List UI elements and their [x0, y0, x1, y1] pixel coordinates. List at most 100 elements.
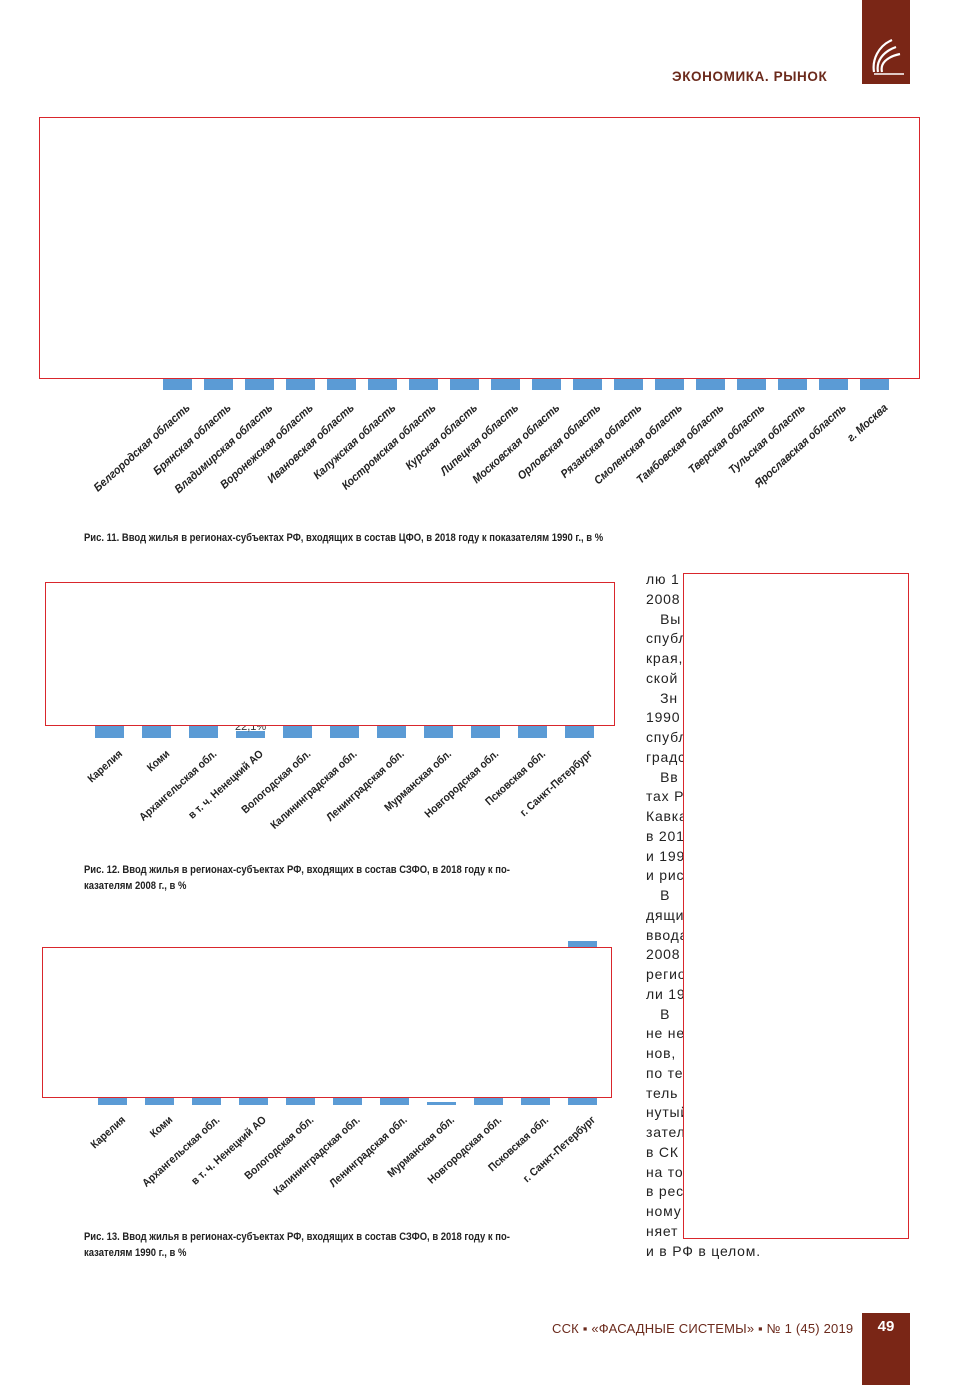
body-text-line: лю 1: [646, 571, 680, 587]
chart-bar: [819, 379, 848, 390]
body-text-line: тель: [646, 1084, 679, 1101]
chart-bar: [145, 1097, 174, 1105]
body-text-line: В: [646, 1005, 671, 1022]
chart-bar: [518, 726, 547, 738]
chart-bar: [163, 379, 192, 390]
axis-tick-label: Липецкая область: [438, 402, 522, 479]
chart-bar: [286, 1097, 315, 1105]
body-text-line: в рес: [646, 1183, 684, 1200]
footer-brand-block: [862, 1313, 910, 1385]
body-text-line: не не: [646, 1025, 685, 1042]
header-brand-block: [862, 0, 910, 84]
figure-12-caption: Рис. 12. Ввод жилья в регионах-субъектах…: [84, 864, 510, 892]
redacted-region: [39, 117, 920, 379]
chart-bar: [236, 731, 265, 738]
redacted-region: [683, 573, 909, 1239]
chart-bar: [474, 1097, 503, 1105]
chart-bar: [427, 1102, 456, 1105]
body-text-line: и рис: [646, 867, 685, 884]
chart-bar: [327, 379, 356, 390]
chart-bar: [330, 726, 359, 738]
chart-bar: [380, 1097, 409, 1105]
body-text-line: спубл: [646, 630, 688, 647]
body-text-line: в 201: [646, 827, 685, 844]
chart-bar: [573, 379, 602, 390]
axis-tick-label: г. Москва: [844, 402, 891, 445]
axis-tick-label: Коми: [147, 1114, 176, 1141]
chart-bar: [696, 379, 725, 390]
axis-tick-label: Карелия: [85, 748, 126, 786]
body-text-line: по те: [646, 1064, 684, 1081]
body-text-line: нутый: [646, 1104, 690, 1121]
chart-bar: [565, 726, 594, 738]
chart-bar: [377, 726, 406, 738]
body-text-line: тах Р: [646, 788, 685, 805]
chart-bar: [189, 726, 218, 738]
chart-bar: [204, 379, 233, 390]
figure-11-caption: Рис. 11. Ввод жилья в регионах-субъектах…: [84, 532, 604, 544]
chart-bar: [368, 379, 397, 390]
body-text-line: края,: [646, 650, 684, 666]
chart-bar: [333, 1097, 362, 1105]
body-text-line: ввода: [646, 926, 689, 943]
axis-tick-label: Курская область: [403, 402, 481, 473]
chart-bar: [98, 1097, 127, 1105]
stylized-leaf-logo-icon: [872, 38, 904, 75]
body-text-line: 2008: [646, 946, 681, 963]
chart-bar: [532, 379, 561, 390]
body-text-line: и 199: [646, 847, 686, 864]
footer-journal: ССК ▪ «ФАСАДНЫЕ СИСТЕМЫ» ▪ № 1 (45) 2019: [552, 1321, 854, 1336]
body-text-line: ному: [646, 1203, 682, 1219]
chart-bar: [655, 379, 684, 390]
axis-tick-label: Архангельская обл.: [139, 1114, 223, 1190]
chart-bar: [424, 726, 453, 738]
body-text-line: Кавка: [646, 808, 688, 824]
axis-tick-label: Брянская область: [151, 402, 235, 478]
figure-13-caption: Рис. 13. Ввод жилья в регионах-субъектах…: [84, 1231, 510, 1259]
axis-tick-label: Тверская область: [686, 402, 768, 477]
body-text-line: зател: [646, 1124, 686, 1140]
body-text-line: 1990: [646, 709, 681, 726]
chart-bar: [737, 379, 766, 390]
body-text-line: на то: [646, 1163, 684, 1180]
chart-bar: [614, 379, 643, 390]
body-text-line: В: [646, 887, 671, 903]
body-text-line: дящи: [646, 906, 685, 923]
chart-bar: [491, 379, 520, 390]
body-text-line: 2008: [646, 590, 681, 607]
chart-bar: [286, 379, 315, 390]
chart-bar: [192, 1097, 221, 1105]
chart-bar: [409, 379, 438, 390]
section-title: ЭКОНОМИКА. РЫНОК: [672, 69, 828, 84]
chart-bar: [450, 379, 479, 390]
body-text-line: и в РФ в целом.: [646, 1242, 761, 1259]
body-text-line: регио: [646, 966, 687, 982]
body-text-line: спубл: [646, 729, 688, 745]
body-text-line: градс: [646, 748, 686, 765]
axis-tick-label: Тульская область: [726, 402, 809, 477]
axis-tick-label: Архангельская обл.: [136, 748, 220, 824]
chart-bar: [95, 726, 124, 738]
body-text-line: Вв: [646, 768, 679, 785]
body-text-line: в СК: [646, 1143, 679, 1160]
chart-bar: [283, 726, 312, 738]
body-text-line: ской: [646, 669, 679, 686]
body-text-line: ли 19: [646, 985, 686, 1002]
body-text-line: Вы: [646, 610, 682, 627]
chart-bar: [860, 379, 889, 390]
chart-bar: [471, 726, 500, 738]
body-text-line: няет: [646, 1222, 679, 1239]
axis-tick-label: Калининградская обл.: [268, 748, 361, 832]
chart-bar: [239, 1097, 268, 1105]
chart-bar: [778, 379, 807, 390]
redacted-region: [42, 947, 612, 1098]
chart-bar: [142, 726, 171, 738]
body-text-line: нов,: [646, 1045, 677, 1061]
body-text-line: Зн: [646, 689, 678, 706]
chart-bar: [245, 379, 274, 390]
redacted-region: [45, 582, 615, 726]
chart-bar: [521, 1097, 550, 1105]
axis-tick-label: Калининградская обл.: [271, 1114, 364, 1198]
axis-tick-label: Карелия: [88, 1114, 129, 1152]
page-number: 49: [877, 1318, 895, 1335]
